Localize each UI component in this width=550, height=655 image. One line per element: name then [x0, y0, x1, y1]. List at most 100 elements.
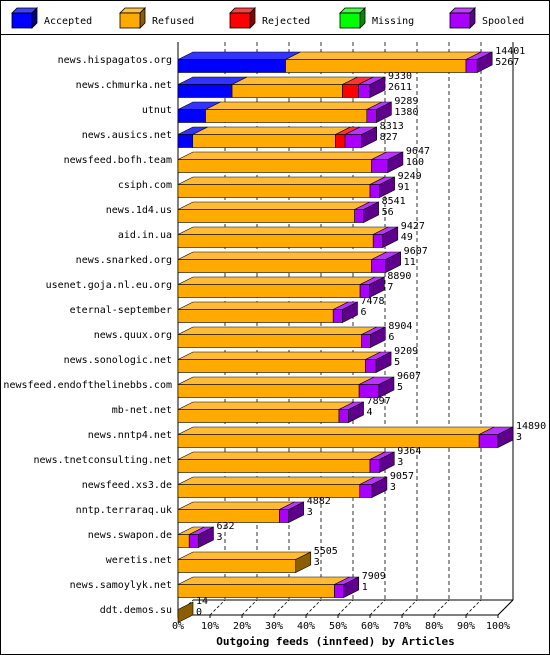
value-label-offered: 9289 — [394, 96, 418, 107]
value-label-spooled: 4 — [367, 407, 373, 418]
value-label-offered: 9330 — [388, 71, 412, 82]
bar-segment-side-refused — [177, 601, 194, 623]
bar-segment-refused — [177, 559, 297, 573]
bar-segment-top-refused — [177, 551, 311, 560]
bar-segment-top-refused — [192, 126, 351, 135]
value-label-offered: 5505 — [314, 546, 338, 557]
row-label: news.tnetconsulting.net — [34, 455, 172, 466]
bar-segment-spooled — [279, 509, 290, 523]
row-label: news.swapon.de — [88, 530, 172, 541]
value-label-offered: 8541 — [382, 196, 406, 207]
floor-tick — [433, 599, 450, 616]
bar-segment-top-refused — [177, 576, 350, 585]
row-label: news.nntp4.net — [88, 430, 172, 441]
row-label: news.snarked.org — [76, 255, 172, 266]
bar-segment-top-refused — [177, 326, 377, 335]
x-tick-label: 90% — [457, 621, 475, 632]
value-label-offered: 9607 — [404, 246, 428, 257]
bar-segment-spooled — [369, 184, 380, 198]
value-label-offered: 632 — [216, 521, 234, 532]
value-label-spooled: 6 — [360, 307, 366, 318]
bar-segment-accepted — [177, 84, 233, 98]
bar-segment-spooled — [188, 534, 199, 548]
value-label-spooled: 3 — [216, 532, 222, 543]
value-label-spooled: 91 — [398, 182, 410, 193]
value-label-spooled: 1 — [362, 582, 368, 593]
bar-segment-spooled — [354, 209, 364, 223]
bar-segment-top-refused — [177, 476, 375, 485]
bar-segment-refused — [177, 409, 340, 423]
bar-segment-accepted — [177, 59, 286, 73]
row-label: news.samoylyk.net — [70, 580, 172, 591]
bar-segment-side-spooled — [342, 301, 358, 323]
value-label-spooled: 5 — [394, 357, 400, 368]
bar-segment-refused — [177, 434, 480, 448]
bar-segment-top-refused — [177, 501, 295, 510]
x-tick-label: 80% — [425, 621, 443, 632]
bar-segment-side-spooled — [375, 351, 392, 373]
bar-segment-side-spooled — [385, 251, 401, 273]
bar-segment-refused — [285, 59, 467, 73]
bar-segment-spooled — [365, 359, 377, 373]
bar-segment-side-refused — [295, 551, 312, 573]
bar-segment-spooled — [344, 134, 362, 148]
value-label-spooled: 56 — [382, 207, 394, 218]
bar-segment-top-refused — [177, 201, 370, 210]
bar-segment-refused — [192, 134, 336, 148]
bar-segment-refused — [177, 384, 360, 398]
floor-tick — [305, 599, 322, 616]
value-label-offered: 14890 — [516, 421, 546, 432]
bar-segment-top-refused — [177, 451, 386, 460]
legend-swatch — [119, 12, 141, 29]
bar-segment-top-refused — [177, 351, 381, 360]
value-label-spooled: 5 — [397, 382, 403, 393]
value-label-spooled: 6 — [388, 332, 394, 343]
bar-segment-refused — [177, 234, 374, 248]
value-label-spooled: 7 — [387, 282, 393, 293]
row-label: aid.in.ua — [118, 230, 172, 241]
value-label-spooled: 3 — [397, 457, 403, 468]
bar-segment-top-refused — [177, 251, 387, 260]
row-label: news.ausics.net — [82, 130, 172, 141]
bar-segment-side-spooled — [361, 126, 377, 148]
value-label-offered: 9364 — [397, 446, 421, 457]
bar-segment-top-refused — [177, 301, 349, 310]
bar-segment-spooled — [371, 159, 389, 173]
bar-segment-side-spooled — [363, 201, 379, 223]
floor-tick — [369, 599, 386, 616]
value-label-spooled: 49 — [401, 232, 413, 243]
legend-item-accepted: Accepted — [11, 7, 92, 29]
value-label-offered: 9249 — [398, 171, 422, 182]
bar-segment-side-spooled — [348, 401, 364, 423]
row-label: usenet.goja.nl.eu.org — [46, 280, 172, 291]
floor-tick — [337, 599, 354, 616]
x-tick-label: 20% — [233, 621, 251, 632]
bar-segment-top-refused — [285, 51, 482, 60]
legend-swatch — [11, 12, 33, 29]
bar-segment-rejected — [342, 84, 359, 98]
bar-segment-top-refused — [177, 276, 376, 285]
row-label: nntp.terraraq.uk — [76, 505, 172, 516]
value-label-offered: 14 — [196, 596, 208, 607]
value-label-spooled: 827 — [380, 132, 398, 143]
bar-segment-spooled — [332, 309, 343, 323]
bar-segment-spooled — [478, 434, 499, 448]
bar-segment-top-refused — [177, 426, 495, 435]
bar-segment-side-spooled — [376, 101, 392, 123]
value-label-offered: 8890 — [387, 271, 411, 282]
chart-title: Outgoing feeds (innfeed) by Articles — [216, 635, 454, 648]
bar-segment-rejected — [335, 134, 346, 148]
